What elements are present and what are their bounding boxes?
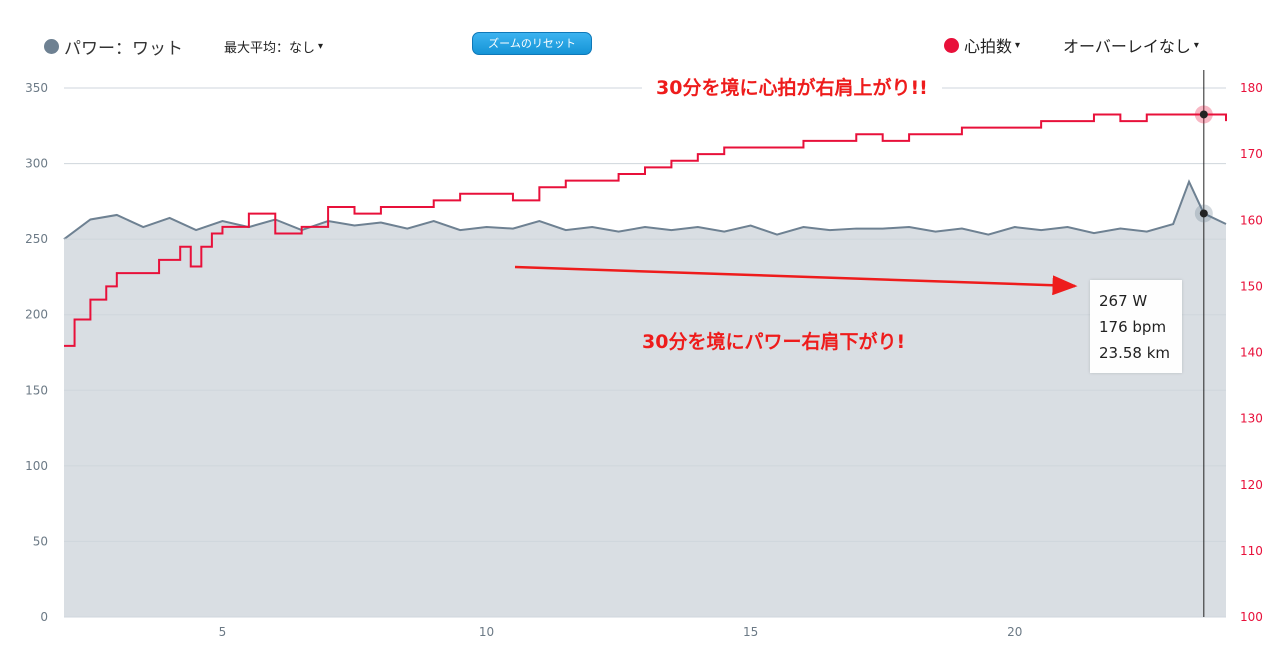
cursor-group bbox=[1194, 70, 1213, 617]
left-axis-tick-label: 350 bbox=[25, 81, 48, 95]
hover-tooltip: 267 W 176 bpm 23.58 km bbox=[1090, 280, 1182, 373]
power-legend[interactable]: パワー：ワット bbox=[44, 34, 183, 59]
heart-rate-legend-dot-icon bbox=[944, 37, 959, 53]
right-axis-tick-label: 140 bbox=[1240, 346, 1263, 360]
max-average-selector[interactable]: 最大平均：なし ▾ bbox=[224, 37, 323, 56]
right-axis-tick-label: 170 bbox=[1240, 147, 1263, 161]
heart-rate-selector[interactable]: 心拍数 ▾ bbox=[944, 33, 1020, 57]
heart-rate-line-group bbox=[64, 113, 1227, 347]
tooltip-distance: 23.58 km bbox=[1099, 344, 1171, 362]
left-axis-tick-label: 50 bbox=[33, 534, 48, 548]
power-area bbox=[64, 181, 1226, 618]
overlay-label: オーバーレイなし bbox=[1063, 37, 1191, 56]
left-axis-tick-label: 100 bbox=[25, 459, 48, 473]
heart-rate-hover-point bbox=[1199, 110, 1208, 119]
left-axis-tick-label: 150 bbox=[25, 383, 48, 397]
x-axis-tick-label: 20 bbox=[1007, 625, 1022, 639]
left-axis-tick-label: 250 bbox=[25, 232, 48, 246]
tooltip-heart-rate: 176 bpm bbox=[1099, 318, 1167, 336]
caret-down-icon: ▾ bbox=[318, 41, 324, 52]
x-axis-tick-label: 15 bbox=[743, 625, 758, 639]
power-legend-label: パワー：ワット bbox=[64, 39, 183, 59]
left-axis-tick-label: 300 bbox=[25, 157, 48, 171]
chart-toolbar: パワー：ワット 最大平均：なし ▾ ズームのリセット 心拍数 ▾ オーバーレイな… bbox=[0, 0, 1280, 70]
trend-arrow-group bbox=[514, 265, 1078, 296]
right-axis-ticks: 100 110 120 130 140 150 160 170 180 bbox=[1240, 81, 1263, 624]
max-average-label: 最大平均：なし bbox=[224, 41, 316, 56]
right-axis-tick-label: 100 bbox=[1240, 610, 1263, 624]
right-axis-tick-label: 130 bbox=[1240, 412, 1263, 426]
right-axis-tick-label: 160 bbox=[1240, 213, 1263, 227]
zoom-reset-button[interactable]: ズームのリセット bbox=[472, 32, 592, 55]
power-annotation: 30分を境にパワー右肩下がり! bbox=[642, 331, 906, 353]
tooltip-power: 267 W bbox=[1099, 292, 1148, 310]
power-area-group bbox=[63, 179, 1227, 618]
heart-rate-legend-label: 心拍数 bbox=[964, 37, 1013, 56]
caret-down-icon: ▾ bbox=[1015, 39, 1021, 51]
heart-rate-annotation: 30分を境に心拍が右肩上がり!! bbox=[642, 72, 942, 104]
heart-rate-series-line bbox=[64, 113, 1227, 347]
left-axis-tick-label: 200 bbox=[25, 308, 48, 322]
power-hover-point bbox=[1199, 209, 1208, 218]
right-axis-tick-label: 120 bbox=[1240, 478, 1263, 492]
left-axis-ticks: 0 50 100 150 200 250 300 350 bbox=[25, 81, 48, 624]
overlay-selector[interactable]: オーバーレイなし ▾ bbox=[1063, 33, 1199, 57]
power-legend-dot-icon bbox=[44, 39, 59, 54]
power-series-line bbox=[63, 179, 1227, 240]
right-axis-tick-label: 110 bbox=[1240, 544, 1263, 558]
right-axis-tick-label: 150 bbox=[1240, 279, 1263, 293]
x-axis-tick-label: 10 bbox=[479, 625, 494, 639]
x-axis-tick-label: 5 bbox=[219, 625, 227, 639]
left-axis-tick-label: 0 bbox=[40, 610, 48, 624]
x-axis-ticks: 5 10 15 20 bbox=[219, 625, 1023, 639]
caret-down-icon: ▾ bbox=[1193, 39, 1199, 51]
trend-arrow bbox=[514, 265, 1078, 296]
right-axis-tick-label: 180 bbox=[1240, 81, 1263, 95]
